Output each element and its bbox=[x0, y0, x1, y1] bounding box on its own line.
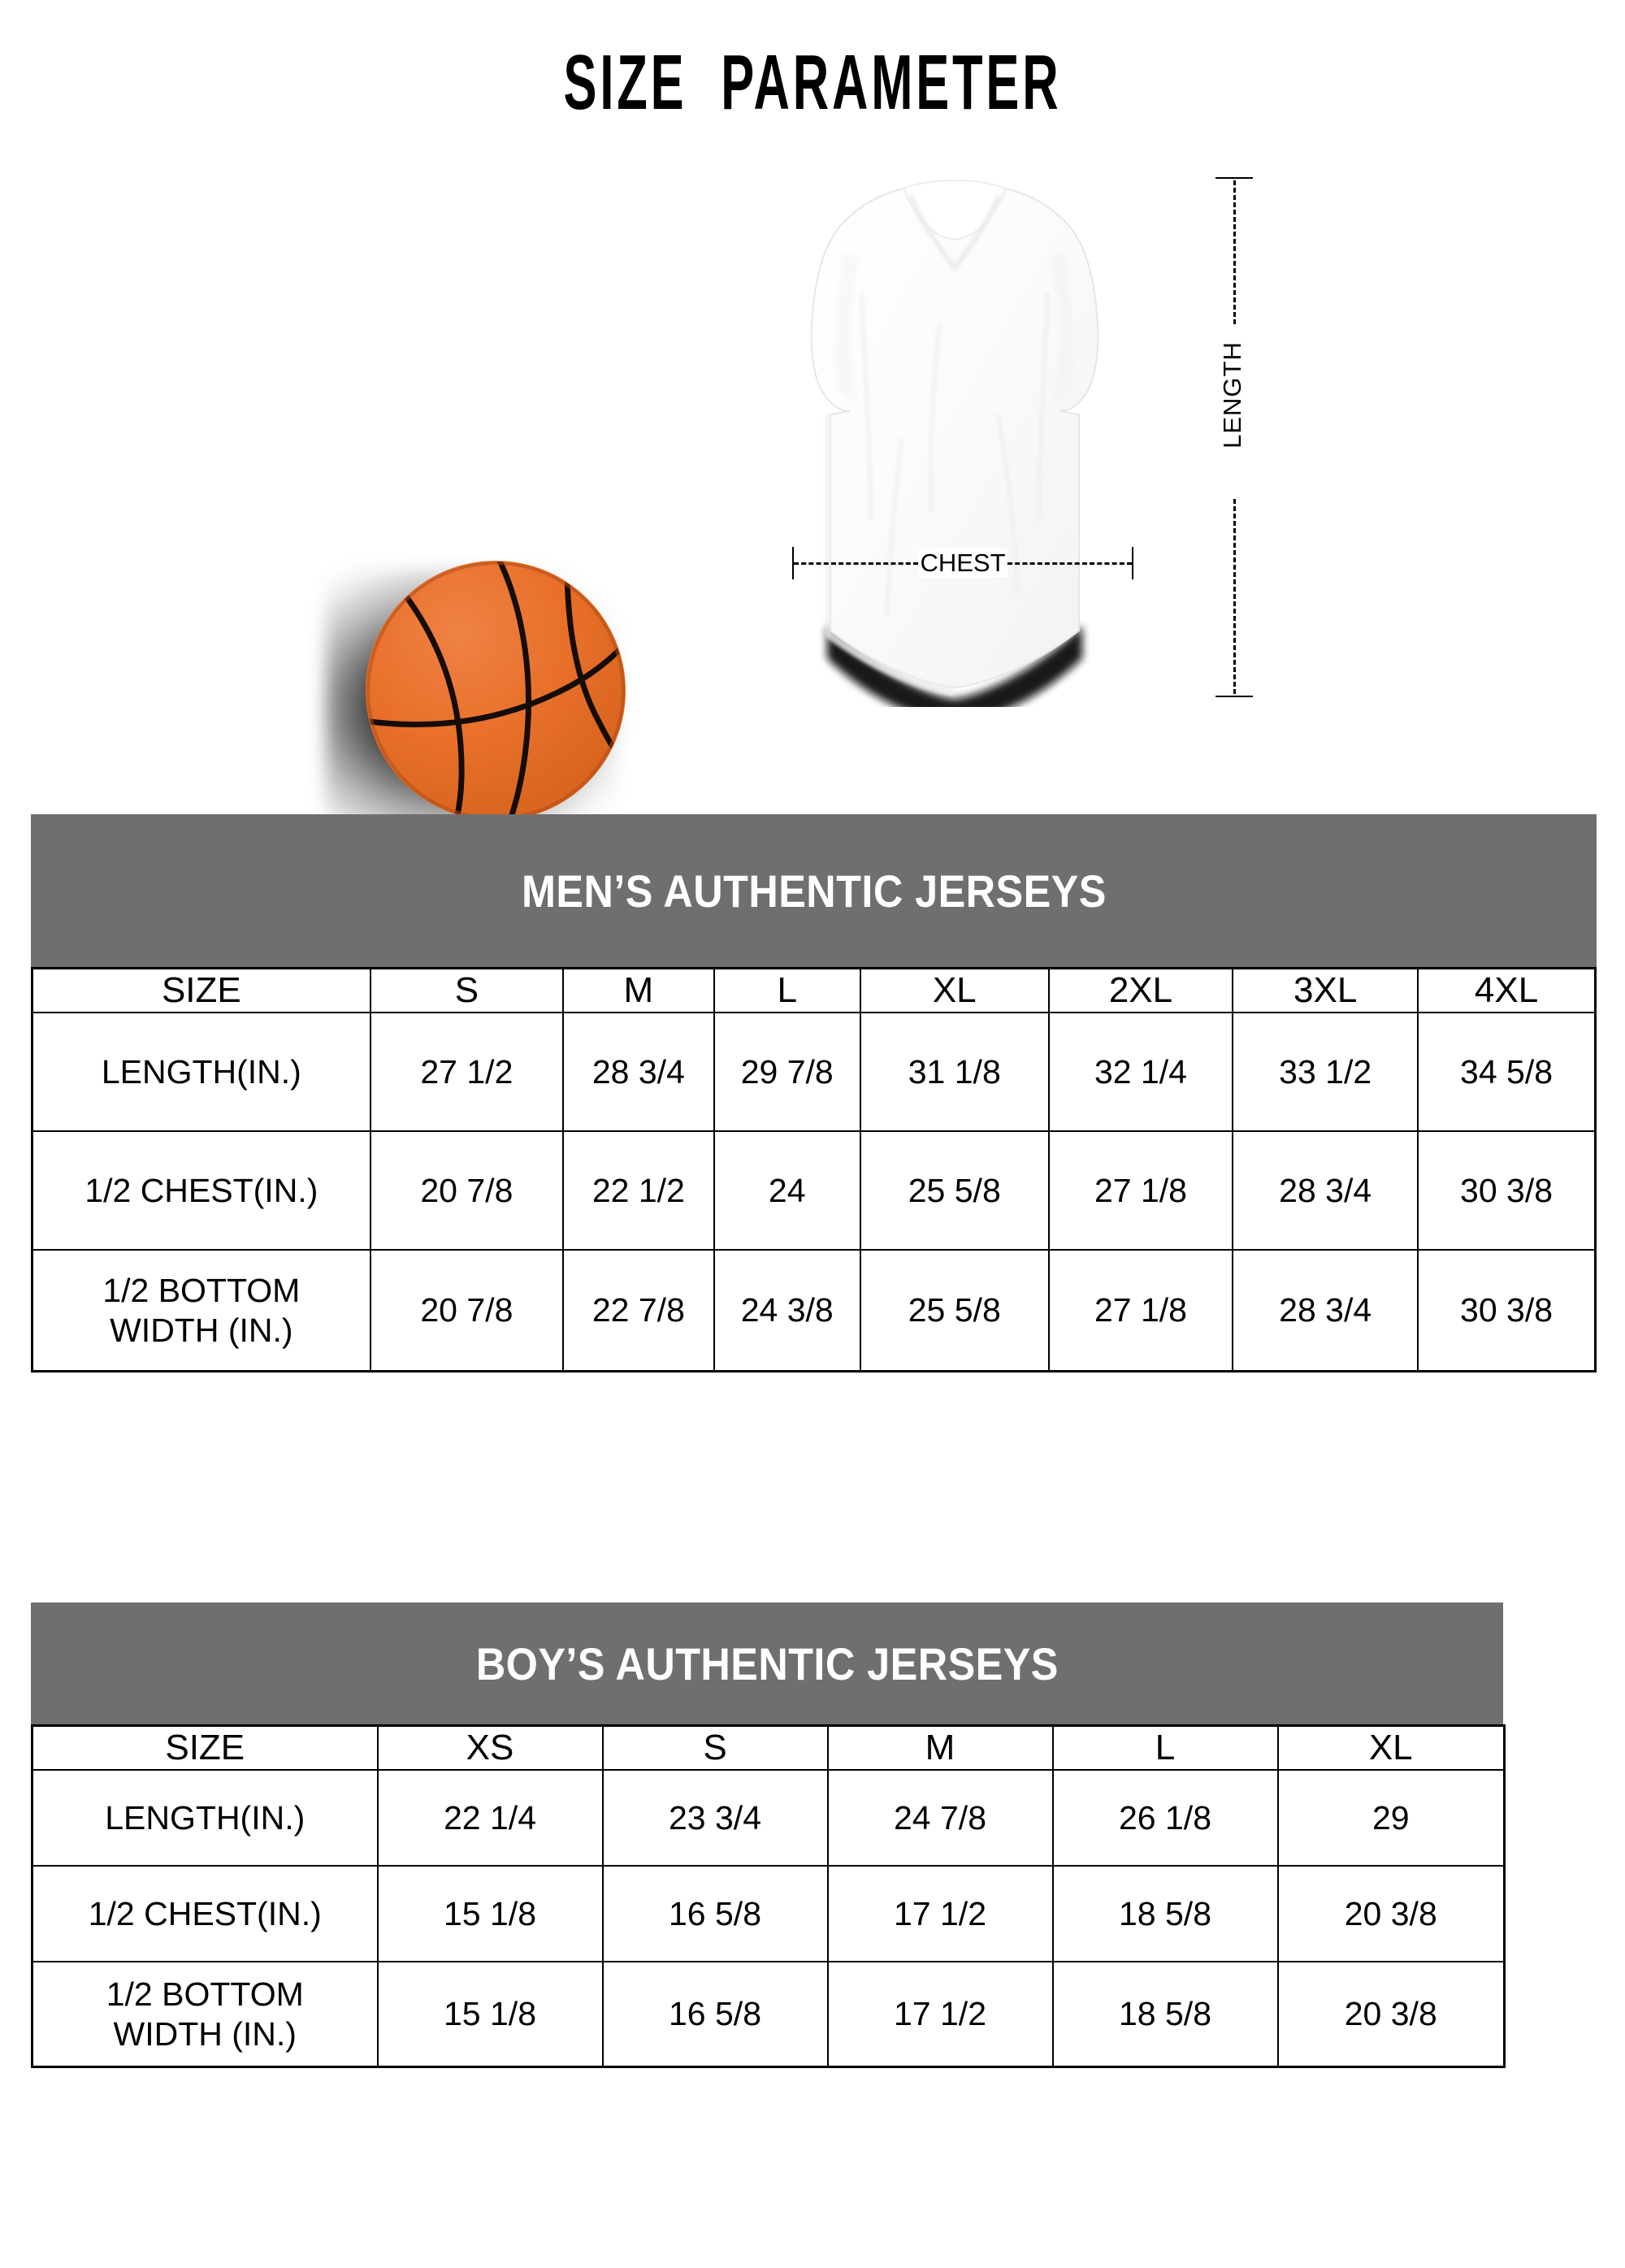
cell-chest-s: 16 5/8 bbox=[601, 1864, 829, 1962]
cell-bottom-l: 18 5/8 bbox=[1051, 1960, 1279, 2068]
mens-table-title: MEN’S AUTHENTIC JERSEYS bbox=[521, 865, 1107, 917]
cell-bottom-s: 16 5/8 bbox=[601, 1960, 829, 2068]
basketball-icon bbox=[366, 561, 626, 821]
boys-size-table: SIZE XS S M L XL LENGTH(IN.) 22 1/4 23 3… bbox=[31, 1724, 1506, 2069]
cell-bottom-l: 24 3/8 bbox=[713, 1248, 861, 1373]
basketball-jersey-icon bbox=[780, 171, 1129, 707]
cell-bottom-s: 20 7/8 bbox=[369, 1248, 565, 1373]
table-row-header: SIZE S M L XL 2XL 3XL 4XL bbox=[31, 967, 1597, 1013]
table-row-header: SIZE XS S M L XL bbox=[31, 1724, 1506, 1771]
row-label-length: LENGTH(IN.) bbox=[31, 1011, 371, 1132]
cell-chest-m: 17 1/2 bbox=[826, 1864, 1054, 1962]
column-header-2xl: 2XL bbox=[1047, 967, 1234, 1013]
column-header-m: M bbox=[562, 967, 715, 1013]
column-header-size: SIZE bbox=[31, 967, 371, 1013]
cell-bottom-3xl: 28 3/4 bbox=[1232, 1248, 1419, 1373]
cell-length-l: 26 1/8 bbox=[1051, 1768, 1279, 1867]
boys-table-title: BOY’S AUTHENTIC JERSEYS bbox=[475, 1637, 1059, 1689]
row-label-half-bottom-width: 1/2 BOTTOM WIDTH (IN.) bbox=[31, 1960, 379, 2068]
cell-chest-xl: 25 5/8 bbox=[859, 1130, 1050, 1251]
length-cap-top bbox=[1216, 177, 1253, 179]
mens-size-table: SIZE S M L XL 2XL 3XL 4XL LENGTH(IN.) 27… bbox=[31, 967, 1597, 1373]
cell-length-4xl: 34 5/8 bbox=[1417, 1011, 1597, 1132]
row-label-half-chest: 1/2 CHEST(IN.) bbox=[31, 1864, 379, 1962]
column-header-3xl: 3XL bbox=[1232, 967, 1419, 1013]
cell-bottom-xs: 15 1/8 bbox=[376, 1960, 604, 2068]
table-row: LENGTH(IN.) 22 1/4 23 3/4 24 7/8 26 1/8 … bbox=[31, 1768, 1506, 1867]
length-dash-top bbox=[1233, 180, 1236, 375]
cell-length-l: 29 7/8 bbox=[713, 1011, 861, 1132]
cell-chest-3xl: 28 3/4 bbox=[1232, 1130, 1419, 1251]
cell-length-xs: 22 1/4 bbox=[376, 1768, 604, 1867]
cell-bottom-xl: 25 5/8 bbox=[859, 1248, 1050, 1373]
cell-length-m: 24 7/8 bbox=[826, 1768, 1054, 1867]
row-label-length: LENGTH(IN.) bbox=[31, 1768, 379, 1867]
table-row: 1/2 CHEST(IN.) 15 1/8 16 5/8 17 1/2 18 5… bbox=[31, 1864, 1506, 1962]
column-header-l: L bbox=[1051, 1724, 1279, 1771]
length-measure-line: LENGTH bbox=[1211, 177, 1259, 697]
row-label-half-bottom-width: 1/2 BOTTOM WIDTH (IN.) bbox=[31, 1248, 371, 1373]
chest-cap-left bbox=[792, 547, 794, 579]
cell-length-xl: 31 1/8 bbox=[859, 1011, 1050, 1132]
cell-length-2xl: 32 1/4 bbox=[1047, 1011, 1234, 1132]
cell-chest-s: 20 7/8 bbox=[369, 1130, 565, 1251]
column-header-xs: XS bbox=[376, 1724, 604, 1771]
mens-size-table-block: MEN’S AUTHENTIC JERSEYS SIZE S M L XL 2X… bbox=[31, 814, 1597, 1373]
cell-bottom-xl: 20 3/8 bbox=[1276, 1960, 1506, 2068]
cell-chest-4xl: 30 3/8 bbox=[1417, 1130, 1597, 1251]
cell-bottom-4xl: 30 3/8 bbox=[1417, 1248, 1597, 1373]
cell-bottom-m: 22 7/8 bbox=[562, 1248, 715, 1373]
chest-measure-line: CHEST bbox=[792, 547, 1134, 579]
table-row: LENGTH(IN.) 27 1/2 28 3/4 29 7/8 31 1/8 … bbox=[31, 1011, 1597, 1132]
table-row: 1/2 CHEST(IN.) 20 7/8 22 1/2 24 25 5/8 2… bbox=[31, 1130, 1597, 1251]
length-dash-bottom bbox=[1233, 499, 1236, 694]
cell-chest-xl: 20 3/8 bbox=[1276, 1864, 1506, 1962]
column-header-size: SIZE bbox=[31, 1724, 379, 1771]
table-row: 1/2 BOTTOM WIDTH (IN.) 20 7/8 22 7/8 24 … bbox=[31, 1248, 1597, 1373]
length-cap-bottom bbox=[1216, 696, 1253, 697]
cell-chest-m: 22 1/2 bbox=[562, 1130, 715, 1251]
column-header-xl: XL bbox=[859, 967, 1050, 1013]
cell-chest-xs: 15 1/8 bbox=[376, 1864, 604, 1962]
chest-label: CHEST bbox=[918, 549, 1008, 578]
row-label-half-chest: 1/2 CHEST(IN.) bbox=[31, 1130, 371, 1251]
page-title: SIZE PARAMETER bbox=[563, 39, 1062, 126]
cell-chest-l: 24 bbox=[713, 1130, 861, 1251]
boys-size-table-block: BOY’S AUTHENTIC JERSEYS SIZE XS S M L XL… bbox=[31, 1602, 1506, 2069]
column-header-s: S bbox=[601, 1724, 829, 1771]
cell-bottom-m: 17 1/2 bbox=[826, 1960, 1054, 2068]
chest-dash-left bbox=[794, 562, 919, 565]
column-header-m: M bbox=[826, 1724, 1054, 1771]
column-header-xl: XL bbox=[1276, 1724, 1506, 1771]
cell-length-m: 28 3/4 bbox=[562, 1011, 715, 1132]
cell-length-3xl: 33 1/2 bbox=[1232, 1011, 1419, 1132]
chest-cap-right bbox=[1132, 547, 1134, 579]
cell-length-s: 23 3/4 bbox=[601, 1768, 829, 1867]
table-row: 1/2 BOTTOM WIDTH (IN.) 15 1/8 16 5/8 17 … bbox=[31, 1960, 1506, 2068]
length-label: LENGTH bbox=[1216, 326, 1249, 464]
cell-length-xl: 29 bbox=[1276, 1768, 1506, 1867]
cell-chest-2xl: 27 1/8 bbox=[1047, 1130, 1234, 1251]
boys-table-header: BOY’S AUTHENTIC JERSEYS bbox=[31, 1602, 1503, 1724]
cell-length-s: 27 1/2 bbox=[369, 1011, 565, 1132]
cell-bottom-2xl: 27 1/8 bbox=[1047, 1248, 1234, 1373]
column-header-l: L bbox=[713, 967, 861, 1013]
column-header-s: S bbox=[369, 967, 565, 1013]
illustration-band: CHEST LENGTH bbox=[0, 154, 1625, 837]
mens-table-header: MEN’S AUTHENTIC JERSEYS bbox=[31, 814, 1597, 967]
chest-dash-right bbox=[1007, 562, 1133, 565]
cell-chest-l: 18 5/8 bbox=[1051, 1864, 1279, 1962]
column-header-4xl: 4XL bbox=[1417, 967, 1597, 1013]
